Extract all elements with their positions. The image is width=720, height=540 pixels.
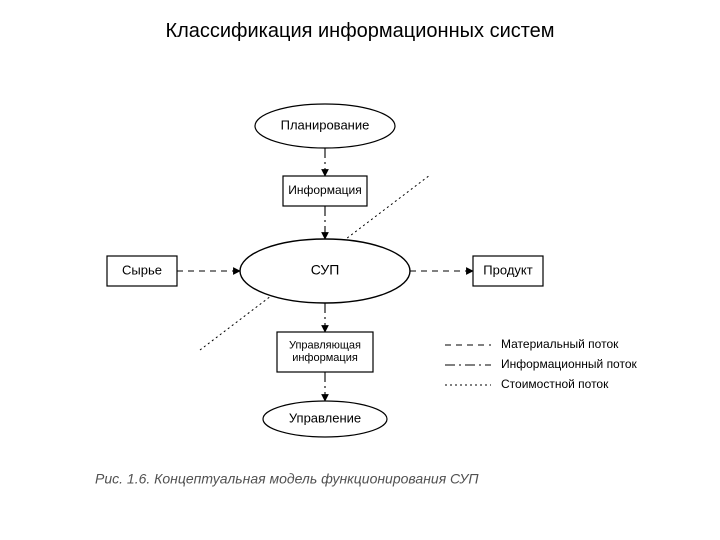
node-label-ctrl_info-0: Управляющая xyxy=(289,340,361,352)
node-label-control: Управление xyxy=(289,410,361,425)
legend-label-material_flow: Материальный поток xyxy=(501,337,619,351)
diagram-canvas: Планирование Информация Сырье СУП Продукт Упр… xyxy=(0,0,720,540)
node-product: Продукт xyxy=(473,256,543,286)
node-label-product: Продукт xyxy=(483,262,532,277)
legend-label-info_flow: Информационный поток xyxy=(501,357,638,371)
figure-caption: Рис. 1.6. Концептуальная модель функцион… xyxy=(95,471,479,487)
legend-label-cost_flow: Стоимостной поток xyxy=(501,377,609,391)
legend-row-info_flow: Информационный поток xyxy=(445,357,638,371)
legend-row-cost_flow: Стоимостной поток xyxy=(445,377,609,391)
node-label-sup: СУП xyxy=(311,262,340,278)
legend-row-material_flow: Материальный поток xyxy=(445,337,619,351)
node-control: Управление xyxy=(263,401,387,437)
node-info: Информация xyxy=(283,176,367,206)
node-label-ctrl_info-1: информация xyxy=(292,352,358,364)
node-planning: Планирование xyxy=(255,104,395,148)
node-label-info: Информация xyxy=(288,183,361,197)
node-label-raw: Сырье xyxy=(122,262,162,277)
node-raw: Сырье xyxy=(107,256,177,286)
node-label-planning: Планирование xyxy=(281,117,370,132)
node-sup: СУП xyxy=(240,239,410,303)
node-ctrl_info: Управляющаяинформация xyxy=(277,332,373,372)
